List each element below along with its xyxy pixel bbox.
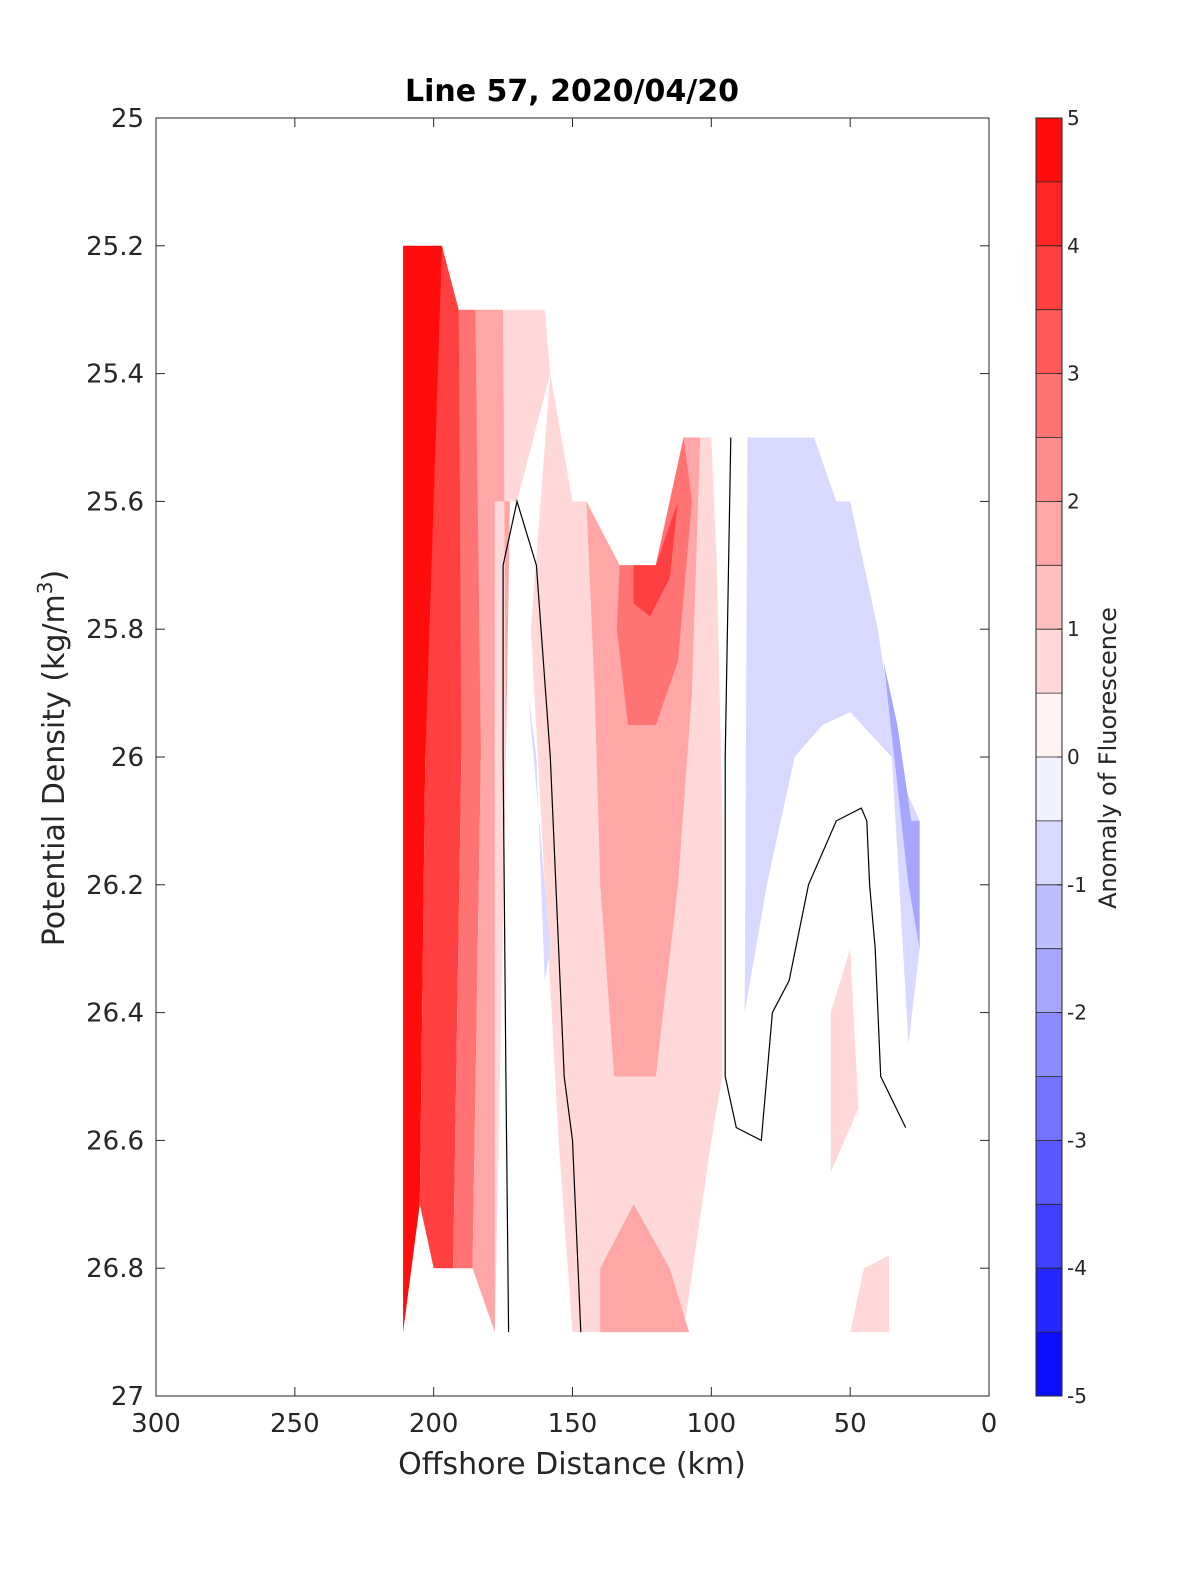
fill-region-8 (633, 501, 678, 617)
colorbar-tick-label-0: 5 (1067, 106, 1080, 130)
y-tick-label-9: 26.8 (86, 1254, 144, 1284)
y-axis-ticks: 25 25.2 25.4 25.6 25.8 26 26.2 26.4 26.6 26.8 27 (86, 104, 989, 1412)
colorbar-tick-label-4: 1 (1067, 617, 1080, 641)
y-tick-label-0: 25 (111, 104, 144, 134)
y-axis-label-superscript: 3 (33, 581, 57, 594)
colorbar-bin-14 (1036, 1012, 1062, 1077)
colorbar-bin-5 (1036, 437, 1062, 502)
fill-region-12 (528, 693, 551, 981)
colorbar-bin-4 (1036, 373, 1062, 438)
colorbar-bin-13 (1036, 948, 1062, 1014)
colorbar-tick-label-6: -1 (1067, 873, 1087, 897)
y-tick-label-1: 25.2 (86, 232, 144, 262)
colorbar-bin-16 (1036, 1140, 1062, 1205)
colorbar-bin-10 (1036, 757, 1062, 822)
x-tick-label-4: 100 (687, 1409, 737, 1439)
x-tick-label-6: 0 (981, 1409, 998, 1439)
fill-region-14 (850, 1255, 889, 1333)
fill-region-10 (744, 437, 920, 1045)
colorbar-tick-label-1: 4 (1067, 234, 1080, 258)
colorbar-tick-label-2: 3 (1067, 362, 1080, 386)
zero-contours (502, 437, 907, 1333)
colorbar-bin-8 (1036, 629, 1062, 694)
x-axis-label: Offshore Distance (km) (398, 1447, 746, 1482)
colorbar-tick-label-7: -2 (1067, 1001, 1087, 1025)
contour-line-1 (724, 437, 907, 1142)
y-tick-label-2: 25.4 (86, 360, 144, 390)
colorbar-bin-18 (1036, 1268, 1062, 1333)
x-tick-label-3: 150 (548, 1409, 598, 1439)
colorbar (1035, 117, 1063, 1397)
y-tick-label-10: 27 (111, 1382, 144, 1412)
colorbar-label: Anomaly of Fluorescence (1094, 607, 1122, 909)
colorbar-bin-3 (1036, 309, 1062, 375)
colorbar-tick-label-10: -5 (1067, 1384, 1087, 1408)
fill-region-13 (830, 948, 859, 1173)
colorbar-ticks: 5 4 3 2 1 0 -1 -2 -3 -4 -5 (1057, 106, 1087, 1408)
fill-region-0 (403, 245, 442, 1333)
colorbar-bin-7 (1036, 565, 1062, 630)
colorbar-bin-6 (1036, 501, 1062, 566)
colorbar-bin-9 (1036, 693, 1062, 758)
colorbar-bin-11 (1036, 820, 1062, 886)
colorbar-bin-1 (1036, 181, 1062, 247)
fill-regions (403, 245, 920, 1333)
y-axis-label-tail: ) (37, 570, 72, 582)
y-axis-label: Potential Density (kg/m3) (33, 570, 72, 946)
x-tick-label-0: 300 (131, 1409, 181, 1439)
colorbar-tick-label-3: 2 (1067, 489, 1080, 513)
y-tick-label-5: 26 (111, 743, 144, 773)
colorbar-tick-label-5: 0 (1067, 745, 1080, 769)
chart-title: Line 57, 2020/04/20 (405, 74, 739, 109)
contour-line-0 (502, 499, 582, 1333)
y-tick-label-7: 26.4 (86, 999, 144, 1029)
colorbar-tick-label-9: -4 (1067, 1256, 1087, 1280)
colorbar-bin-17 (1036, 1204, 1062, 1269)
colorbar-bin-0 (1036, 118, 1062, 183)
colorbar-bin-2 (1036, 245, 1062, 311)
y-axis-label-main: Potential Density (kg/m (37, 594, 72, 946)
y-tick-label-8: 26.6 (86, 1126, 144, 1156)
fill-region-11 (883, 661, 920, 949)
colorbar-tick-label-8: -3 (1067, 1128, 1087, 1152)
x-axis-ticks: 300 250 200 150 100 50 0 (131, 118, 997, 1439)
fill-region-9 (600, 1204, 690, 1333)
y-tick-label-3: 25.6 (86, 487, 144, 517)
colorbar-bin-19 (1036, 1332, 1062, 1397)
x-tick-label-5: 50 (834, 1409, 867, 1439)
fill-region-1 (419, 245, 467, 1269)
x-tick-label-2: 200 (409, 1409, 459, 1439)
colorbar-bin-12 (1036, 884, 1062, 950)
y-tick-label-4: 25.8 (86, 615, 144, 645)
y-tick-label-6: 26.2 (86, 871, 144, 901)
colorbar-bin-15 (1036, 1076, 1062, 1141)
x-tick-label-1: 250 (270, 1409, 320, 1439)
